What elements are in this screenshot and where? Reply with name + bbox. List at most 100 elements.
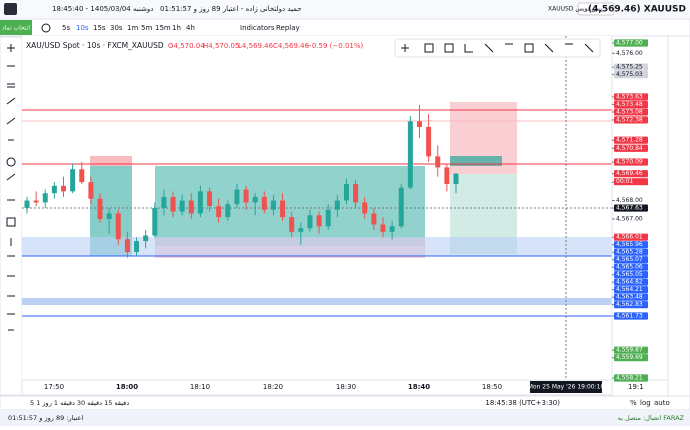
price-label: 4,559.69	[616, 354, 643, 361]
indicators[interactable]: Indicators	[240, 24, 275, 32]
price-label-bg	[614, 346, 648, 354]
bottom-bar	[0, 395, 690, 411]
candle-body	[252, 196, 258, 203]
interval[interactable]: 4h	[186, 24, 195, 32]
draft: XAUUSD پیش نویس	[548, 6, 603, 13]
price-label-bg	[614, 271, 648, 279]
price-label: 4,563.48	[616, 294, 643, 301]
right-toolbar	[667, 35, 690, 411]
time-label: 18:20	[263, 383, 283, 391]
zone	[22, 298, 612, 305]
price-label-bg	[614, 263, 648, 271]
interval[interactable]: 1m	[127, 24, 138, 32]
candle-body	[225, 204, 231, 218]
price-label: 4,564.21	[616, 286, 643, 293]
replay[interactable]: Replay	[276, 24, 300, 32]
price-label-bg	[614, 108, 648, 116]
candle-body	[207, 191, 213, 207]
interval[interactable]: 5m	[141, 24, 152, 32]
price-label: 4,562.83	[616, 301, 643, 308]
price-label-bg	[614, 233, 648, 241]
zone	[90, 156, 132, 166]
top-bar	[0, 0, 690, 18]
price-label-bg	[614, 374, 648, 382]
interval-list: 5s 10s 15s 30s 1m 5m 15m 1h 4h	[62, 24, 195, 32]
zone	[155, 166, 425, 246]
price-label: 4,575.25	[616, 64, 643, 71]
add-icon[interactable]	[41, 23, 51, 33]
price-label-bg	[614, 293, 648, 301]
auto[interactable]: auto	[654, 399, 670, 407]
interval[interactable]: 15m	[155, 24, 171, 32]
time-label: 18:40	[408, 383, 430, 391]
candle-body	[179, 200, 185, 212]
price-label-bg	[614, 170, 648, 178]
ohlc-legend: O4,570.04 H4,570.05 L4,569.46 C4,569.46 …	[168, 42, 364, 50]
candle-body	[407, 121, 413, 188]
candles	[24, 104, 459, 258]
price-label: 4,565.06	[616, 264, 643, 271]
candle-body	[170, 196, 176, 212]
crosshair-time-box	[530, 381, 602, 393]
select-symbol-button[interactable]	[0, 20, 32, 35]
price-label: 4,573.63	[616, 93, 643, 100]
candle-body	[97, 198, 103, 219]
time-label: 18:00	[116, 383, 138, 391]
price-label: 4,570.09	[616, 159, 643, 166]
candle-body	[197, 191, 203, 214]
price-label-bg	[614, 312, 648, 320]
price-label: 4,575.03	[616, 71, 643, 78]
interval[interactable]: 15s	[93, 24, 106, 32]
candle-body	[426, 126, 432, 157]
price-label-bg	[614, 144, 648, 152]
price-label: 4,568.00	[616, 197, 643, 204]
candle-body	[371, 213, 377, 225]
candle-body	[353, 183, 359, 203]
symbol-price: (4,569.46) XAUUSD	[588, 5, 686, 15]
candle-body	[398, 187, 404, 227]
draft-box[interactable]	[577, 2, 615, 16]
interval[interactable]: 5s	[62, 24, 70, 32]
time-labels: 17:50 18:00 18:10 18:20 18:30 18:40 18:50	[44, 383, 502, 391]
price-label-bg	[614, 63, 648, 71]
log[interactable]: log	[640, 399, 651, 407]
price-label: 4,572.38	[616, 116, 643, 123]
footer	[0, 411, 690, 426]
price-label: 4,571.28	[616, 137, 643, 144]
crosshair-time: Mon 25 May '26 19:00:10	[528, 384, 605, 391]
price-label: 4,559.87	[616, 347, 643, 354]
candle-body	[389, 226, 395, 232]
ohlc-open: O4,570.04	[168, 42, 205, 50]
price-label: 4,565.07	[616, 256, 643, 263]
candle-body	[416, 121, 422, 127]
drawing-toolbar	[394, 38, 601, 58]
tool-icons	[6, 44, 16, 331]
interval[interactable]: 30s	[110, 24, 123, 32]
countdown-bg	[614, 178, 648, 186]
price-label-bg	[614, 204, 648, 212]
candle-body	[61, 185, 67, 192]
datetime: 18:45:40 - 1405/03/04 دوشنبه	[52, 5, 153, 13]
time-axis	[21, 379, 613, 396]
price-label-bg	[614, 39, 648, 47]
candle-body	[134, 241, 140, 253]
candle-body	[216, 206, 222, 218]
candle-body	[435, 156, 441, 168]
price-label: 4,561.73	[616, 312, 643, 319]
price-label-bg	[614, 71, 648, 79]
price-label: 4,567.63	[616, 205, 643, 212]
percent[interactable]: %	[630, 399, 637, 407]
price-label-bg	[614, 116, 648, 124]
zone	[450, 156, 502, 166]
credit: اعتبار: 89 روز و 01:51:57	[8, 414, 83, 422]
candle-body	[42, 193, 48, 203]
price-label: 4,564.82	[616, 279, 643, 286]
countdown: 00:01	[616, 178, 633, 185]
ranges[interactable]: 5 دقیقه 15 دقیقه 30 دقیقه 1 روز 1	[30, 399, 129, 407]
candle-body	[280, 200, 286, 218]
candle-body	[51, 185, 57, 194]
price-label-bg	[614, 248, 648, 256]
interval[interactable]: 1h	[172, 24, 181, 32]
candle-body	[334, 200, 340, 210]
interval[interactable]: 10s	[76, 24, 89, 32]
